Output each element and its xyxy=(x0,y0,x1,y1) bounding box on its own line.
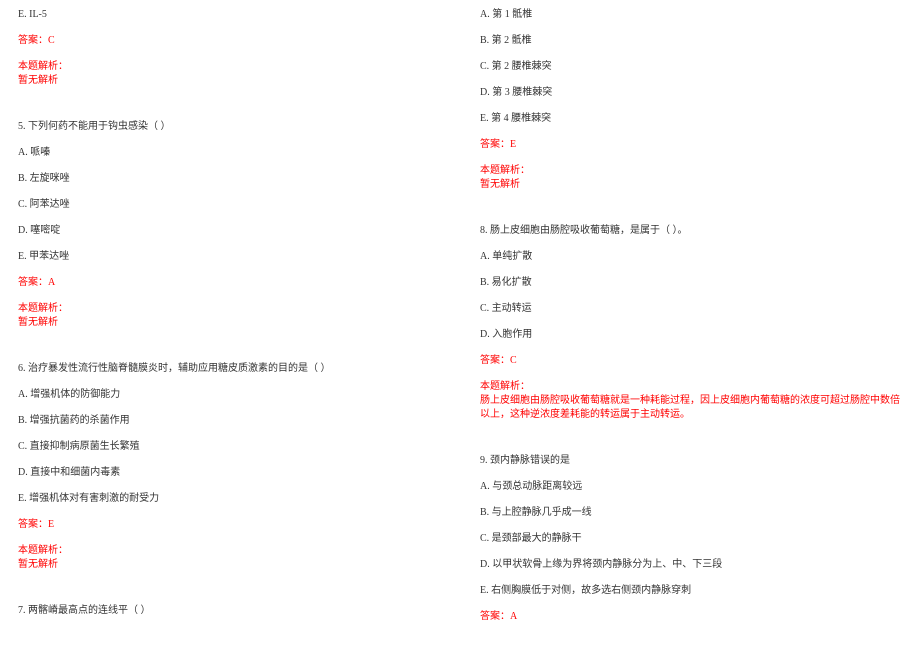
q4-option-e: E. IL-5 xyxy=(18,8,440,22)
q5-option-b: B. 左旋咪唑 xyxy=(18,172,440,186)
q9-option-c: C. 是颈部最大的静脉干 xyxy=(480,532,902,546)
q7-answer: 答案：E xyxy=(480,138,902,152)
q9-option-e: E. 右侧胸膜低于对侧，故多选右侧颈内静脉穿刺 xyxy=(480,584,902,598)
q8-answer: 答案：C xyxy=(480,354,902,368)
q6-option-d: D. 直接中和细菌内毒素 xyxy=(18,466,440,480)
q4-explain-text: 暂无解析 xyxy=(18,74,440,88)
q7-explain-text: 暂无解析 xyxy=(480,178,902,192)
q5-option-a: A. 哌嗪 xyxy=(18,146,440,160)
q9-option-b: B. 与上腔静脉几乎成一线 xyxy=(480,506,902,520)
q6-explain-label: 本题解析： xyxy=(18,544,440,558)
q8-stem: 8. 肠上皮细胞由肠腔吸收葡萄糖，是属于（ ）。 xyxy=(480,224,902,238)
q8-option-d: D. 入胞作用 xyxy=(480,328,902,342)
q7-option-b: B. 第 2 骶椎 xyxy=(480,34,902,48)
q7-option-d: D. 第 3 腰椎棘突 xyxy=(480,86,902,100)
q7-option-e: E. 第 4 腰椎棘突 xyxy=(480,112,902,126)
q5-option-e: E. 甲苯达唑 xyxy=(18,250,440,264)
q6-option-a: A. 增强机体的防御能力 xyxy=(18,388,440,402)
q6-option-c: C. 直接抑制病原菌生长繁殖 xyxy=(18,440,440,454)
q8-explain-label: 本题解析： xyxy=(480,380,902,394)
q7-explain-label: 本题解析： xyxy=(480,164,902,178)
q5-option-d: D. 噻嘧啶 xyxy=(18,224,440,238)
q9-option-a: A. 与颈总动脉距离较远 xyxy=(480,480,902,494)
q7-option-a: A. 第 1 骶椎 xyxy=(480,8,902,22)
q5-explain-text: 暂无解析 xyxy=(18,316,440,330)
q5-answer: 答案：A xyxy=(18,276,440,290)
q8-option-a: A. 单纯扩散 xyxy=(480,250,902,264)
q9-answer: 答案：A xyxy=(480,610,902,624)
q7-stem: 7. 两髂嵴最高点的连线平（ ） xyxy=(18,604,440,618)
q7-option-c: C. 第 2 腰椎棘突 xyxy=(480,60,902,74)
q4-explain-label: 本题解析： xyxy=(18,60,440,74)
q6-option-e: E. 增强机体对有害刺激的耐受力 xyxy=(18,492,440,506)
q9-stem: 9. 颈内静脉错误的是 xyxy=(480,454,902,468)
q5-option-c: C. 阿苯达唑 xyxy=(18,198,440,212)
q9-option-d: D. 以甲状软骨上缘为界将颈内静脉分为上、中、下三段 xyxy=(480,558,902,572)
q6-explain-text: 暂无解析 xyxy=(18,558,440,572)
q5-stem: 5. 下列何药不能用于钩虫感染（ ） xyxy=(18,120,440,134)
q6-stem: 6. 治疗暴发性流行性脑脊髓膜炎时，辅助应用糖皮质激素的目的是（ ） xyxy=(18,362,440,376)
q4-answer: 答案：C xyxy=(18,34,440,48)
q8-option-c: C. 主动转运 xyxy=(480,302,902,316)
q8-explain-text: 肠上皮细胞由肠腔吸收葡萄糖就是一种耗能过程，因上皮细胞内葡萄糖的浓度可超过肠腔中… xyxy=(480,394,902,422)
q5-explain-label: 本题解析： xyxy=(18,302,440,316)
q8-option-b: B. 易化扩散 xyxy=(480,276,902,290)
q6-answer: 答案：E xyxy=(18,518,440,532)
q6-option-b: B. 增强抗菌药的杀菌作用 xyxy=(18,414,440,428)
